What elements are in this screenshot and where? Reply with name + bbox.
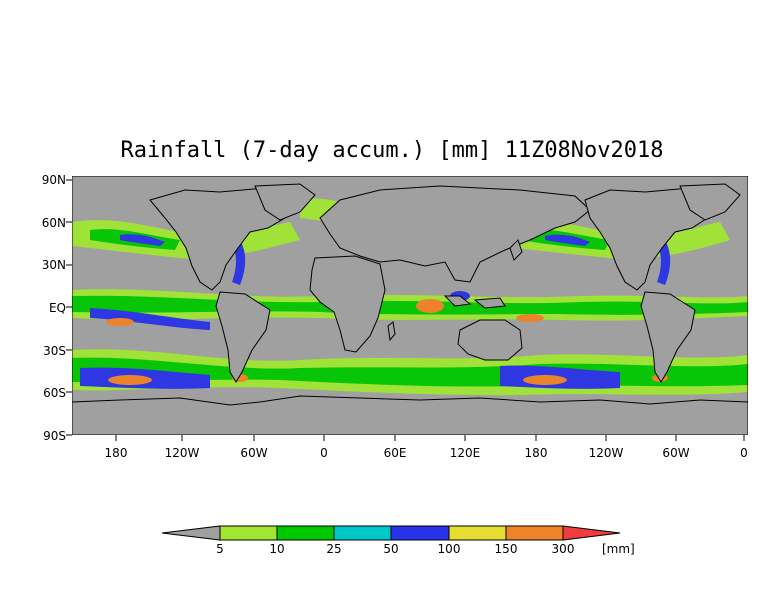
colorbar-label-300: 300 — [551, 542, 575, 556]
colorbar-units: [mm] — [602, 542, 635, 556]
axis-ticks — [66, 179, 745, 441]
colorbar-bin-10-25 — [276, 525, 335, 541]
colorbar-bin-5-10 — [219, 525, 278, 541]
lon-label-120e: 120E — [449, 446, 481, 460]
lon-label-0: 0 — [320, 446, 328, 460]
colorbar-label-150: 150 — [494, 542, 518, 556]
colorbar-bin-150-300 — [505, 525, 564, 541]
lon-label-60w-b: 60W — [662, 446, 690, 460]
lon-label-60e: 60E — [383, 446, 407, 460]
lat-label-30n: 30N — [41, 258, 66, 272]
colorbar-bin-50-100 — [390, 525, 450, 541]
lat-label-60n: 60N — [41, 216, 66, 230]
lat-label-90s: 90S — [43, 429, 66, 443]
colorbar-bin-100-150 — [448, 525, 507, 541]
lon-label-120w: 120W — [164, 446, 200, 460]
rainfall-map — [72, 176, 748, 435]
colorbar-lower-arrow — [161, 525, 221, 541]
colorbar-bin-25-50 — [333, 525, 392, 541]
lon-label-180: 180 — [104, 446, 128, 460]
lon-label-120w-b: 120W — [588, 446, 624, 460]
continents — [72, 183, 748, 435]
colorbar-label-100: 100 — [437, 542, 461, 556]
chart-title: Rainfall (7-day accum.) [mm] 11Z08Nov201… — [120, 138, 664, 163]
lat-label-eq: EQ — [48, 301, 66, 315]
colorbar — [161, 525, 621, 541]
colorbar-upper-arrow — [562, 525, 621, 541]
lat-label-90n: 90N — [41, 173, 66, 187]
lat-label-30s: 30S — [43, 344, 66, 358]
lat-label-60s: 60S — [43, 386, 66, 400]
colorbar-label-50: 50 — [383, 542, 399, 556]
lon-label-0-b: 0 — [740, 446, 748, 460]
colorbar-label-25: 25 — [326, 542, 342, 556]
lon-label-60w: 60W — [240, 446, 268, 460]
lon-label-180b: 180 — [524, 446, 548, 460]
colorbar-label-5: 5 — [216, 542, 224, 556]
colorbar-label-10: 10 — [269, 542, 285, 556]
